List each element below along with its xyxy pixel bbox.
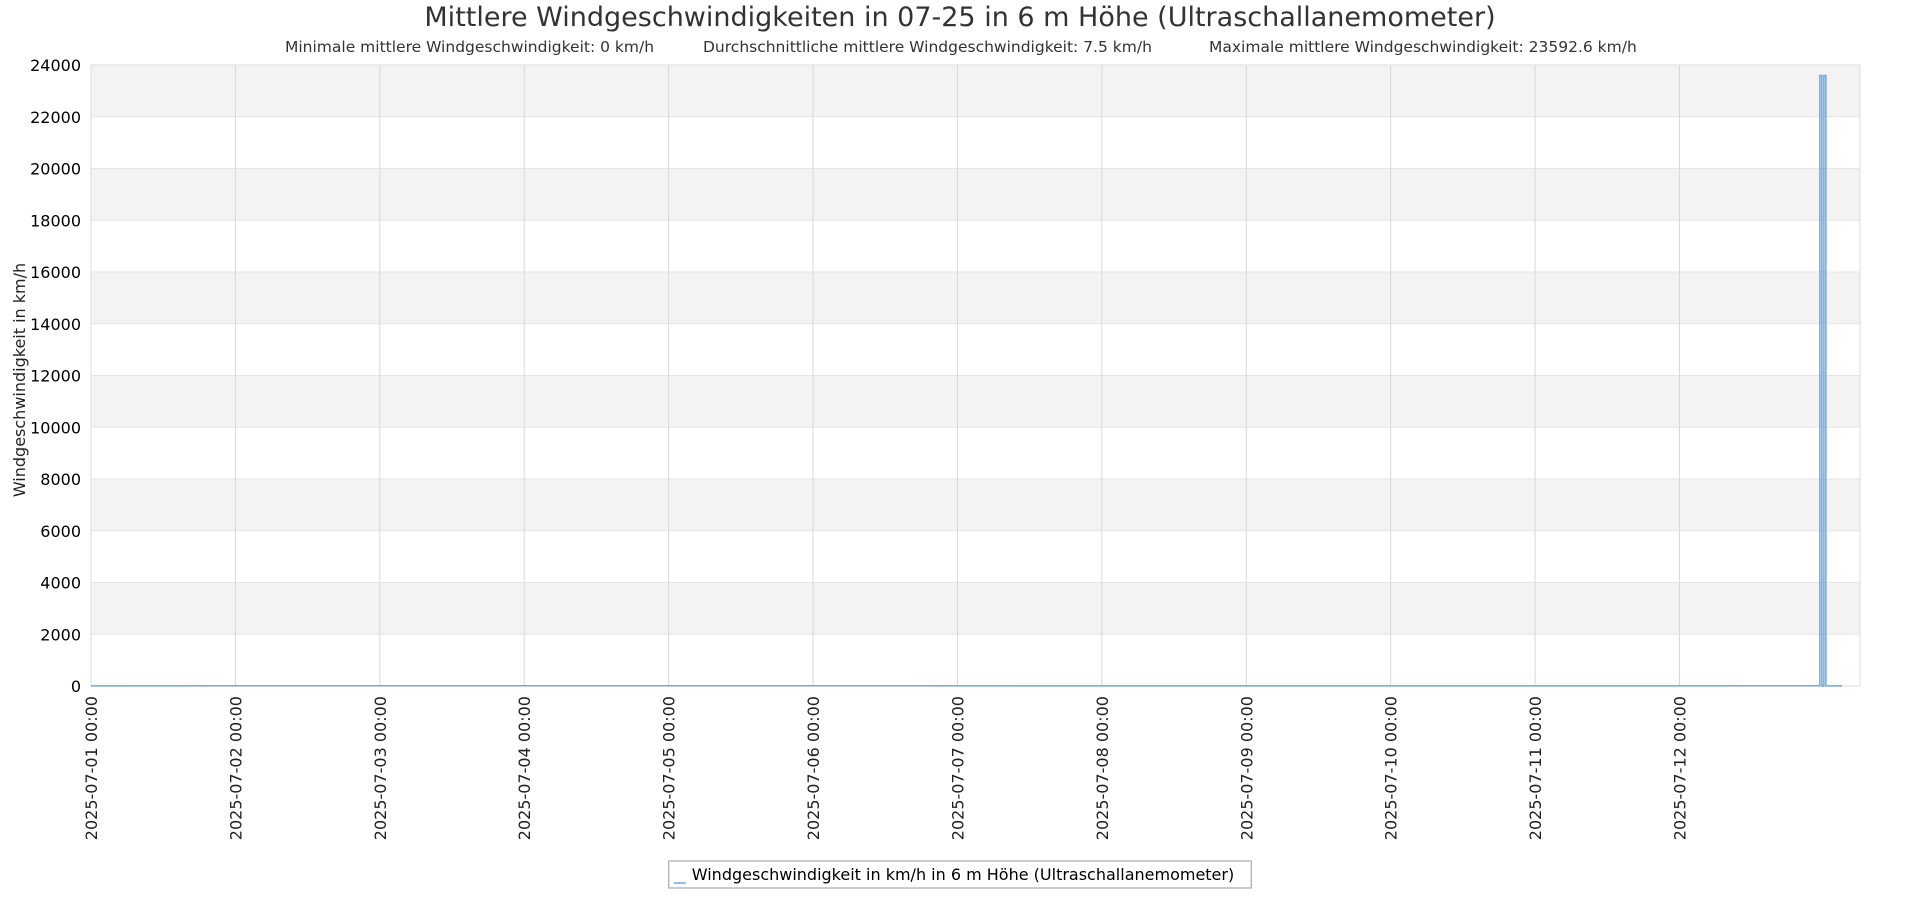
y-tick-label: 24000 (30, 56, 81, 75)
x-axis-ticks: 2025-07-01 00:00 2025-07-02 00:00 2025-07-… (82, 696, 1689, 840)
y-axis-label: Windgeschwindigkeit in km/h (10, 263, 29, 497)
y-tick-label: 8000 (40, 470, 81, 489)
chart-subtitles: Minimale mittlere Windgeschwindigkeit: 0… (285, 38, 1637, 56)
x-tick-label: 2025-07-10 00:00 (1382, 696, 1401, 840)
y-tick-label: 20000 (30, 160, 81, 179)
plot-band (91, 375, 1860, 428)
x-tick-label: 2025-07-11 00:00 (1526, 696, 1545, 840)
plot-band (91, 479, 1860, 531)
legend-box (668, 860, 1252, 889)
subtitle-avg: Durchschnittliche mittlere Windgeschwind… (703, 38, 1152, 56)
y-tick-label: 2000 (40, 625, 81, 644)
y-tick-label: 22000 (30, 108, 81, 127)
x-tick-label: 2025-07-08 00:00 (1093, 696, 1112, 840)
x-tick-label: 2025-07-07 00:00 (948, 696, 967, 840)
chart-title: Mittlere Windgeschwindigkeiten in 07-25 … (424, 2, 1495, 33)
x-tick-label: 2025-07-04 00:00 (515, 696, 534, 840)
y-axis-ticks: 0 2000 4000 6000 8000 10000 12000 14000 16000 180… (30, 56, 81, 696)
plot-band (91, 65, 1860, 117)
legend-item-label: Windgeschwindigkeit in km/h in 6 m Höhe … (692, 865, 1234, 884)
plot-band (91, 168, 1860, 221)
y-tick-label: 14000 (30, 315, 81, 334)
legend[interactable]: Windgeschwindigkeit in km/h in 6 m Höhe … (668, 860, 1252, 889)
plot-bands (91, 64, 1860, 687)
y-tick-label: 0 (71, 677, 81, 696)
vertical-gridlines (234, 65, 1680, 686)
y-tick-label: 18000 (30, 211, 81, 230)
series-lines (90, 74, 1842, 687)
x-tick-label: 2025-07-01 00:00 (82, 696, 101, 840)
y-tick-label: 10000 (30, 418, 81, 437)
x-tick-label: 2025-07-05 00:00 (660, 696, 679, 840)
series-line (90, 74, 1842, 687)
x-tick-label: 2025-07-03 00:00 (371, 696, 390, 840)
x-tick-label: 2025-07-12 00:00 (1670, 696, 1689, 840)
subtitle-max: Maximale mittlere Windgeschwindigkeit: 2… (1209, 38, 1637, 56)
x-tick-label: 2025-07-06 00:00 (804, 696, 823, 840)
x-tick-label: 2025-07-02 00:00 (226, 696, 245, 840)
y-tick-label: 12000 (30, 367, 81, 386)
y-tick-label: 16000 (30, 263, 81, 282)
subtitle-min: Minimale mittlere Windgeschwindigkeit: 0… (285, 38, 654, 56)
plot-band (91, 272, 1860, 324)
y-tick-label: 4000 (40, 574, 81, 593)
x-tick-label: 2025-07-09 00:00 (1237, 696, 1256, 840)
plot-band (91, 582, 1860, 635)
y-tick-label: 6000 (40, 522, 81, 541)
